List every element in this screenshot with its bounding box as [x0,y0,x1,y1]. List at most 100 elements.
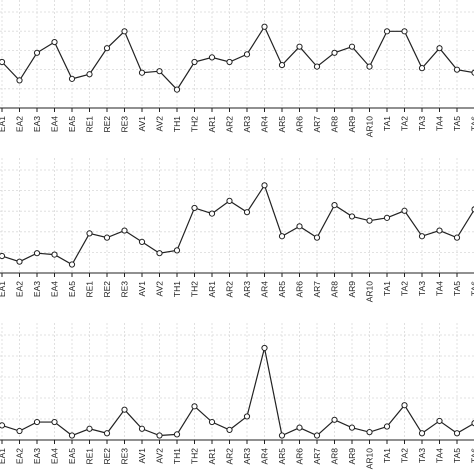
data-point [453,66,461,73]
x-tick-label: TH2 [190,448,200,464]
x-tick-label: RE2 [102,281,112,298]
data-point [436,417,443,425]
x-tick-label: EA2 [15,448,25,464]
data-point [243,51,251,58]
x-tick-label: AR7 [312,281,322,298]
x-tick-label: EA5 [67,448,77,464]
data-point [68,75,76,82]
data-point [278,61,286,69]
x-tick-label: TA3 [417,116,427,131]
data-point [156,68,163,75]
data-point [278,432,286,439]
data-point [436,45,443,52]
data-point [121,227,128,234]
x-tick-label: AR1 [207,281,217,298]
data-point [366,429,373,436]
data-point [296,223,303,230]
data-point [86,230,93,237]
x-tick-label: TA5 [452,448,462,463]
x-tick-label: AR10 [365,448,375,470]
x-tick-label: AV2 [155,281,165,297]
data-point [243,413,251,420]
x-tick-label: AR3 [242,116,252,133]
x-tick-label: TA2 [400,281,410,296]
data-point [191,58,198,66]
data-point [33,250,41,257]
x-tick-label: AR9 [347,448,357,465]
x-tick-label: TA6 [470,116,474,131]
x-tick-label: AR10 [365,281,375,303]
x-tick-label: AR1 [207,116,217,133]
data-point [121,406,128,413]
x-tick-label: RE2 [102,116,112,133]
data-point [348,43,356,50]
data-point [103,45,111,52]
x-tick-label: RE3 [120,116,130,133]
x-tick-label: AR3 [242,281,252,298]
x-tick-label: AR3 [242,448,252,465]
x-tick-label: TA4 [435,448,445,463]
data-point [226,426,233,433]
x-tick-label: TH1 [172,116,182,132]
data-point [191,204,198,212]
x-tick-label: AR6 [295,116,305,133]
data-point [138,425,146,432]
data-point [261,23,268,30]
x-tick-label: AR8 [330,448,340,465]
data-point [68,432,76,439]
series-line [1,183,474,266]
data-point [243,209,251,216]
data-point [33,49,41,56]
x-tick-label: AV1 [137,116,147,132]
data-point [0,58,6,66]
x-tick-label: RE3 [120,448,130,465]
x-tick-label: TA2 [400,448,410,463]
data-point [401,28,408,35]
x-tick-label: EA4 [50,281,60,297]
data-point [16,258,23,265]
data-point [51,418,58,426]
data-point [138,238,146,245]
x-tick-label: AR8 [330,281,340,298]
data-point [121,28,128,35]
x-tick-label: TH1 [172,448,182,464]
x-tick-label: EA3 [32,281,42,297]
x-tick-label: TA6 [470,448,474,463]
x-tick-label: EA2 [15,281,25,297]
x-tick-label: TH1 [172,281,182,297]
data-point [418,430,426,437]
data-point [366,63,373,70]
x-tick-label: AR2 [225,281,235,298]
data-point [0,422,6,429]
x-tick-label: AR4 [260,448,270,465]
x-tick-label: AR6 [295,281,305,298]
x-tick-label: AR5 [277,281,287,298]
data-point [348,424,356,431]
x-tick-label: AV2 [155,116,165,132]
data-point [191,403,198,410]
x-tick-label: TA1 [382,448,392,463]
x-tick-label: AR9 [347,116,357,133]
data-point [156,250,163,257]
data-point [278,233,286,240]
data-point [16,427,23,435]
x-tick-label: AR7 [312,448,322,465]
data-point [138,69,146,76]
data-point [383,28,391,35]
x-tick-label: TA3 [417,448,427,463]
data-point [296,43,303,50]
x-tick-label: EA3 [32,448,42,464]
data-point [383,214,391,221]
x-tick-label: AV2 [155,448,165,464]
x-tick-label: RE2 [102,448,112,465]
data-point [33,418,41,426]
x-tick-label: AR9 [347,281,357,298]
x-tick-label: TA5 [452,281,462,296]
x-tick-label: AV1 [137,448,147,464]
data-point [453,430,461,437]
data-point [313,63,321,70]
x-tick-label: AR4 [260,116,270,133]
chart-panel-3: EA1 EA2 EA3 EA4 EA5 RE1 RE2 RE3 AV1 AV2 TH1 TH2 AR1 A… [0,323,474,469]
data-point [51,251,58,258]
